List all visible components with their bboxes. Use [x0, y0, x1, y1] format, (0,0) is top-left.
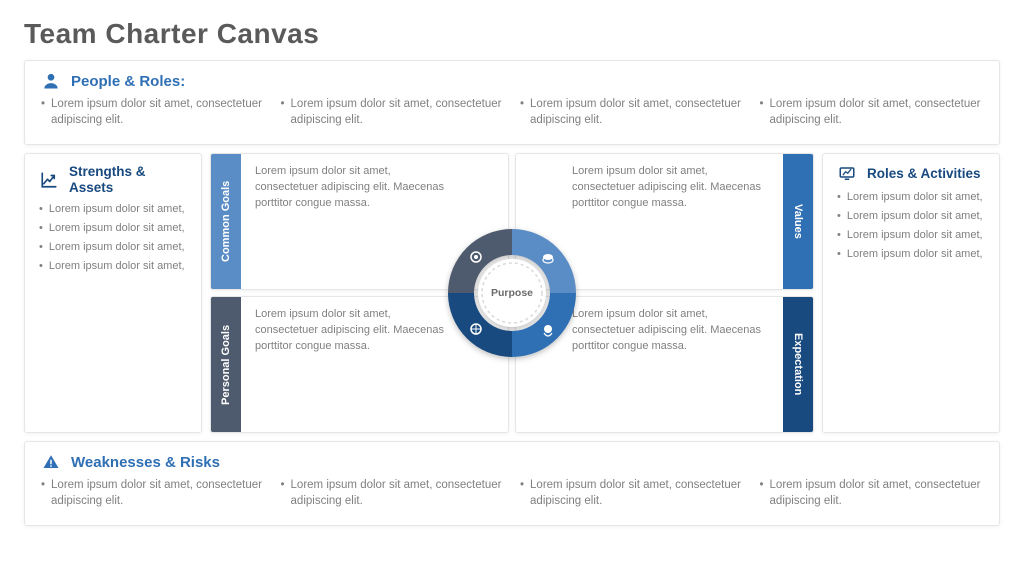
panel-weaknesses: Weaknesses & Risks Lorem ipsum dolor sit… [24, 441, 1000, 526]
people-roles-title: People & Roles: [71, 73, 185, 90]
weaknesses-title: Weaknesses & Risks [71, 454, 220, 471]
center-grid: Common Goals Lorem ipsum dolor sit amet,… [210, 153, 814, 433]
monitor-icon [837, 164, 857, 184]
roles-activities-head: Roles & Activities [837, 164, 987, 184]
list-item: Lorem ipsum dolor sit amet, consectetuer… [760, 478, 984, 509]
people-roles-head: People & Roles: [41, 71, 983, 91]
weaknesses-items: Lorem ipsum dolor sit amet, consectetuer… [41, 478, 983, 513]
tab-values: Values [783, 154, 813, 289]
strengths-items: Lorem ipsum dolor sit amet, Lorem ipsum … [39, 202, 189, 273]
list-item: Lorem ipsum dolor sit amet, [39, 259, 189, 274]
roles-activities-items: Lorem ipsum dolor sit amet, Lorem ipsum … [837, 190, 987, 261]
warning-icon [41, 452, 61, 472]
list-item: Lorem ipsum dolor sit amet, consectetuer… [520, 97, 744, 128]
list-item: Lorem ipsum dolor sit amet, [837, 209, 987, 224]
tab-personal-goals: Personal Goals [211, 297, 241, 432]
list-item: Lorem ipsum dolor sit amet, consectetuer… [281, 97, 505, 128]
strengths-title: Strengths & Assets [69, 164, 189, 196]
panel-strengths: Strengths & Assets Lorem ipsum dolor sit… [24, 153, 202, 433]
list-item: Lorem ipsum dolor sit amet, [837, 228, 987, 243]
list-item: Lorem ipsum dolor sit amet, consectetuer… [41, 97, 265, 128]
panel-people-roles: People & Roles: Lorem ipsum dolor sit am… [24, 60, 1000, 145]
roles-activities-title: Roles & Activities [867, 166, 981, 182]
list-item: Lorem ipsum dolor sit amet, [39, 221, 189, 236]
panel-roles-activities: Roles & Activities Lorem ipsum dolor sit… [822, 153, 1000, 433]
chart-up-icon [39, 170, 59, 190]
strengths-head: Strengths & Assets [39, 164, 189, 196]
tab-common-goals: Common Goals [211, 154, 241, 289]
mid-row: Strengths & Assets Lorem ipsum dolor sit… [24, 153, 1000, 433]
people-roles-items: Lorem ipsum dolor sit amet, consectetuer… [41, 97, 983, 132]
person-icon [41, 71, 61, 91]
list-item: Lorem ipsum dolor sit amet, [39, 202, 189, 217]
list-item: Lorem ipsum dolor sit amet, consectetuer… [760, 97, 984, 128]
list-item: Lorem ipsum dolor sit amet, consectetuer… [41, 478, 265, 509]
weaknesses-head: Weaknesses & Risks [41, 452, 983, 472]
list-item: Lorem ipsum dolor sit amet, consectetuer… [281, 478, 505, 509]
list-item: Lorem ipsum dolor sit amet, consectetuer… [520, 478, 744, 509]
list-item: Lorem ipsum dolor sit amet, [39, 240, 189, 255]
purpose-donut: Purpose [448, 229, 576, 357]
list-item: Lorem ipsum dolor sit amet, [837, 247, 987, 262]
page-title: Team Charter Canvas [24, 18, 1000, 50]
list-item: Lorem ipsum dolor sit amet, [837, 190, 987, 205]
purpose-label: Purpose [491, 287, 533, 299]
tab-expectation: Expectation [783, 297, 813, 432]
